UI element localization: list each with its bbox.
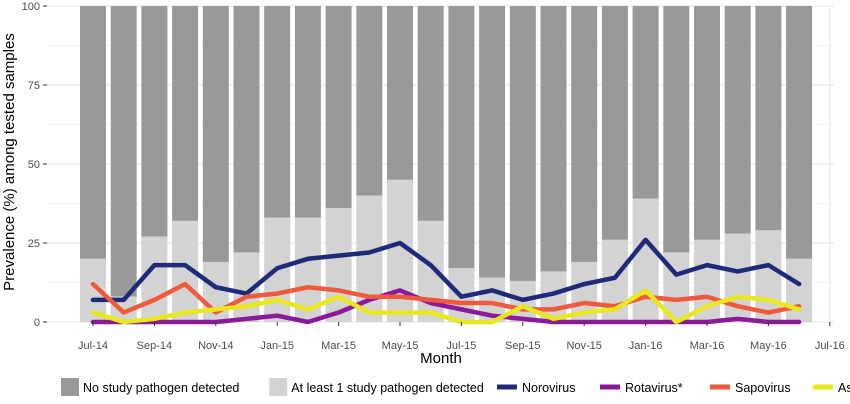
x-tick-label: Jul-15 [446,340,476,352]
x-tick-label: Nov-14 [198,340,233,352]
bar-no-pathogen [755,6,782,231]
y-tick-label: 25 [28,238,40,250]
bar-no-pathogen [601,6,628,240]
bar-no-pathogen [694,6,720,240]
legend-key [269,378,288,396]
bar-no-pathogen [110,6,137,297]
series-line [90,288,802,325]
legend-label: No study pathogen detected [83,381,239,395]
legend-label: At least 1 study pathogen detected [291,381,484,395]
bar-no-pathogen [80,6,106,259]
y-tick-label: 0 [34,317,40,329]
legend-label: Astrovirus [838,381,850,395]
legend-label: Rotavirus* [625,381,683,395]
legend-label: Sapovirus [735,381,791,395]
bar-at-least-one [786,258,813,322]
legend-key [61,378,79,396]
bar-no-pathogen [141,6,168,237]
legend-label: Norovirus [522,381,576,395]
bar-no-pathogen [202,6,229,262]
bar-no-pathogen [387,6,413,180]
x-tick-label: Mar-16 [690,340,725,352]
x-tick-label: May-15 [382,340,419,352]
bars-layer [80,6,813,322]
bar-no-pathogen [509,6,536,281]
lines-layer [90,237,802,325]
y-tick-label: 100 [22,1,40,13]
bar-at-least-one [755,230,782,322]
bar-no-pathogen [325,6,352,209]
x-tick-label: Nov-15 [566,340,601,352]
bar-no-pathogen [571,6,598,262]
bar-no-pathogen [264,6,291,218]
x-axis: Jul-14 Sep-14 Nov-14 Jan-15 Mar-15 May-15 Jul-… [78,322,845,352]
x-tick-label: Jan-16 [629,340,663,352]
x-axis-title: Month [420,350,462,367]
x-tick-label: Mar-15 [321,340,356,352]
bar-no-pathogen [786,6,813,259]
bar-no-pathogen [356,6,383,196]
bar-no-pathogen [233,6,260,253]
bar-no-pathogen [724,6,751,234]
bar-no-pathogen [632,6,659,199]
y-axis: 0 25 50 75 100 [22,1,47,329]
bar-no-pathogen [294,6,321,218]
series-line [90,237,802,303]
bar-no-pathogen [172,6,199,221]
y-axis-title: Prevalence (%) among tested samples [1,33,18,291]
bar-no-pathogen [417,6,444,221]
x-tick-label: Jul-16 [815,340,845,352]
legend: No study pathogen detected At least 1 stu… [61,378,850,396]
series-line [90,288,802,325]
bar-no-pathogen [479,6,506,278]
x-tick-label: Jul-14 [78,340,108,352]
bar-at-least-one [141,236,168,322]
bar-at-least-one [325,208,352,322]
x-tick-label: Sep-14 [137,340,172,352]
bar-no-pathogen [448,6,475,269]
bar-no-pathogen [663,6,690,253]
x-tick-label: Jan-15 [260,340,294,352]
y-tick-label: 75 [28,80,40,92]
x-tick-label: May-16 [750,340,787,352]
y-tick-label: 50 [28,159,40,171]
x-tick-label: Sep-15 [505,340,540,352]
bar-no-pathogen [540,6,567,272]
bar-at-least-one [632,198,659,322]
